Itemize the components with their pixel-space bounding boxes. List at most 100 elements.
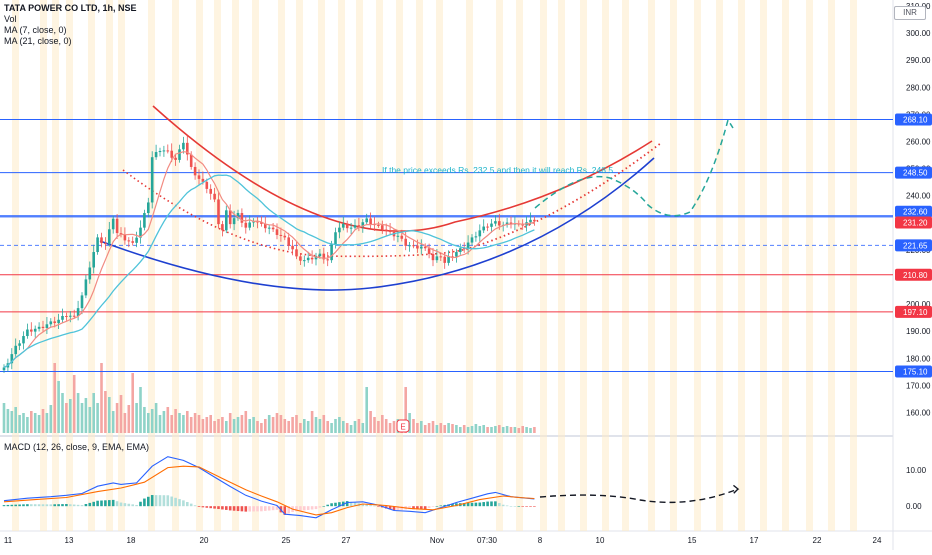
candle-body[interactable] — [131, 241, 134, 243]
annotation-text[interactable]: If the price exceeds Rs. 232.5 and then … — [382, 165, 613, 175]
candle-body[interactable] — [478, 230, 482, 237]
candle-body[interactable] — [400, 235, 404, 239]
candle-body[interactable] — [291, 245, 294, 250]
candle-body[interactable] — [147, 202, 150, 214]
candle-body[interactable] — [61, 315, 64, 320]
candle-body[interactable] — [267, 227, 271, 229]
candle-body[interactable] — [431, 253, 435, 261]
candle-body[interactable] — [189, 154, 193, 167]
candle-body[interactable] — [30, 329, 33, 332]
candle-body[interactable] — [462, 248, 466, 250]
candle-body[interactable] — [494, 221, 497, 224]
candle-body[interactable] — [303, 260, 306, 262]
candle-body[interactable] — [283, 235, 287, 238]
candle-body[interactable] — [369, 218, 372, 225]
candle-body[interactable] — [92, 252, 95, 268]
candle-body[interactable] — [201, 178, 205, 182]
candle-body[interactable] — [205, 181, 209, 189]
candle-body[interactable] — [264, 223, 267, 229]
candle-body[interactable] — [111, 218, 115, 230]
candle-body[interactable] — [84, 279, 88, 296]
candle-body[interactable] — [178, 149, 181, 160]
candle-body[interactable] — [404, 238, 407, 246]
volume-label[interactable]: Vol — [4, 14, 17, 24]
candle-body[interactable] — [357, 225, 361, 227]
candle-body[interactable] — [427, 248, 431, 254]
candle-body[interactable] — [69, 315, 72, 317]
candle-body[interactable] — [306, 257, 310, 261]
drawings[interactable] — [99, 105, 740, 504]
candle-body[interactable] — [505, 222, 509, 225]
candle-body[interactable] — [439, 256, 443, 258]
candle-body[interactable] — [22, 336, 25, 344]
candle-body[interactable] — [2, 367, 6, 371]
candle-body[interactable] — [498, 221, 501, 226]
symbol-title[interactable]: TATA POWER CO LTD, 1h, NSE — [4, 3, 137, 13]
candle-body[interactable] — [197, 175, 201, 179]
time-axis[interactable]: 11 13 18 20 25 27 Nov 07:30 8 10 15 17 22 24 — [4, 536, 882, 545]
candle-body[interactable] — [275, 229, 279, 235]
candle-body[interactable] — [412, 245, 415, 247]
candle-body[interactable] — [443, 256, 446, 263]
candle-body[interactable] — [232, 218, 236, 225]
candle-body[interactable] — [279, 234, 283, 236]
candle-body[interactable] — [217, 199, 220, 225]
price-axis[interactable]: 310.00300.00290.00280.00270.00260.00250.… — [906, 2, 931, 511]
candle-body[interactable] — [76, 308, 80, 316]
earnings-icon[interactable]: E — [396, 419, 410, 433]
candle-body[interactable] — [326, 259, 329, 261]
candle-body[interactable] — [377, 224, 380, 226]
candle-body[interactable] — [228, 210, 232, 225]
candle-body[interactable] — [455, 252, 458, 257]
candle-body[interactable] — [123, 234, 127, 241]
candle-body[interactable] — [345, 223, 349, 229]
candle-body[interactable] — [529, 219, 532, 223]
candle-body[interactable] — [14, 345, 17, 355]
candle-body[interactable] — [474, 236, 478, 238]
candle-body[interactable] — [154, 152, 158, 158]
candle-body[interactable] — [447, 256, 450, 263]
candle-body[interactable] — [459, 248, 462, 253]
cup-resistance-arc[interactable] — [152, 105, 653, 232]
candle-body[interactable] — [486, 226, 489, 228]
candle-body[interactable] — [143, 213, 146, 228]
candle-body[interactable] — [435, 256, 439, 261]
candle-body[interactable] — [18, 343, 21, 346]
candle-body[interactable] — [256, 221, 259, 223]
candle-body[interactable] — [353, 225, 357, 228]
candle-body[interactable] — [322, 253, 326, 260]
candle-body[interactable] — [225, 210, 228, 231]
candle-body[interactable] — [166, 150, 170, 152]
candle-body[interactable] — [100, 237, 103, 244]
candle-body[interactable] — [213, 193, 216, 200]
candle-body[interactable] — [482, 226, 485, 231]
dotted-breakout-curve[interactable] — [469, 142, 662, 249]
candle-body[interactable] — [127, 240, 131, 242]
candle-body[interactable] — [490, 223, 493, 227]
candle-body[interactable] — [104, 243, 107, 245]
candle-body[interactable] — [342, 223, 345, 228]
candle-body[interactable] — [470, 237, 474, 243]
candle-body[interactable] — [162, 150, 166, 152]
candle-body[interactable] — [37, 326, 41, 329]
candle-body[interactable] — [170, 150, 173, 158]
candle-body[interactable] — [509, 222, 513, 225]
candle-body[interactable] — [10, 354, 14, 364]
candle-body[interactable] — [248, 222, 251, 228]
candle-body[interactable] — [381, 225, 384, 230]
candle-body[interactable] — [108, 229, 111, 244]
candle-body[interactable] — [182, 142, 185, 150]
ma-long-label[interactable]: MA (21, close, 0) — [4, 36, 72, 46]
candle-body[interactable] — [466, 242, 470, 249]
candle-body[interactable] — [388, 230, 392, 232]
horizontal-lines[interactable] — [0, 119, 893, 373]
candle-body[interactable] — [139, 227, 142, 238]
candle-body[interactable] — [271, 227, 275, 230]
candle-body[interactable] — [26, 329, 29, 337]
candle-body[interactable] — [365, 218, 368, 223]
candle-body[interactable] — [330, 244, 333, 261]
candle-body[interactable] — [236, 213, 240, 219]
candle-body[interactable] — [451, 256, 454, 258]
candle-body[interactable] — [396, 235, 400, 237]
candle-body[interactable] — [33, 328, 37, 332]
